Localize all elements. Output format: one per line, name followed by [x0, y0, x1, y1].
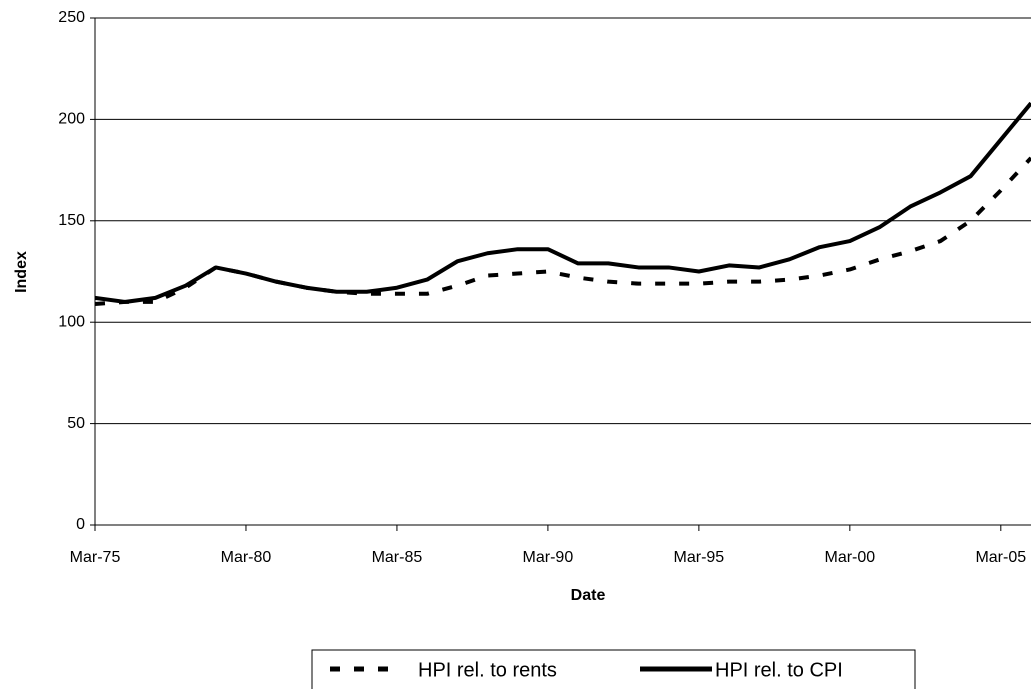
series-line	[94, 101, 1031, 304]
x-tick-label: Mar-00	[824, 549, 875, 566]
x-tick-label: Mar-85	[372, 549, 423, 566]
y-tick-label: 200	[58, 111, 85, 128]
legend-box	[311, 649, 916, 689]
y-axis-title: Index	[13, 251, 30, 293]
x-tick-label: Mar-05	[975, 549, 1026, 566]
y-tick-label: 50	[67, 415, 85, 432]
x-tick-label: Mar-90	[523, 549, 574, 566]
x-tick-label: Mar-80	[221, 549, 272, 566]
legend-label: HPI rel. to rents	[418, 659, 557, 681]
y-tick-label: 0	[76, 516, 85, 533]
legend-label: HPI rel. to CPI	[715, 659, 843, 681]
y-tick-label: 100	[58, 313, 85, 330]
y-tick-label: 150	[58, 212, 85, 229]
x-axis-title: Date	[571, 587, 606, 604]
x-tick-label: Mar-75	[70, 549, 121, 566]
series-line	[94, 156, 1031, 306]
y-tick-label: 250	[58, 9, 85, 26]
x-tick-label: Mar-95	[674, 549, 725, 566]
